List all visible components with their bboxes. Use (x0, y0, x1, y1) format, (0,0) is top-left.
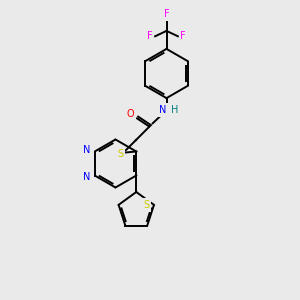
Text: F: F (147, 31, 152, 41)
Text: O: O (127, 109, 135, 119)
Text: N: N (159, 105, 166, 115)
Text: H: H (171, 105, 178, 115)
Text: S: S (143, 200, 149, 210)
Text: N: N (82, 172, 90, 182)
Text: F: F (164, 9, 169, 19)
Text: N: N (82, 145, 90, 155)
Text: F: F (181, 31, 186, 41)
Text: S: S (117, 149, 123, 159)
